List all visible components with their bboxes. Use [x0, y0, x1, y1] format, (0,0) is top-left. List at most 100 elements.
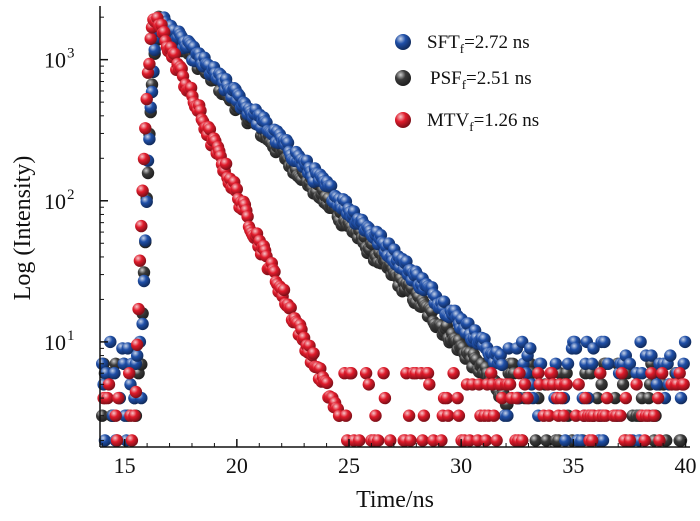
data-point [101, 391, 114, 405]
y-tick-exponent: 3 [67, 46, 75, 62]
data-point [524, 342, 537, 355]
data-point [487, 409, 501, 422]
data-point [673, 367, 686, 380]
data-point [442, 409, 455, 422]
data-point [635, 367, 649, 380]
legend-label: MTVf=1.26 ns [427, 110, 539, 134]
data-point [602, 357, 615, 370]
data-point [121, 342, 134, 355]
y-tick-label: 10 [44, 189, 66, 214]
data-point [307, 347, 320, 360]
data-point [614, 409, 627, 422]
data-point [241, 210, 254, 223]
data-point [647, 409, 661, 422]
x-axis-title: Time/ns [356, 487, 434, 513]
data-point [137, 274, 151, 288]
data-point [421, 367, 435, 380]
data-point [677, 357, 690, 370]
x-tick-label: 40 [675, 453, 697, 478]
data-point [532, 367, 545, 380]
data-point [137, 152, 151, 166]
data-point [529, 434, 542, 447]
data-point [521, 391, 534, 405]
data-point [656, 367, 669, 380]
data-point [596, 434, 610, 447]
data-point [630, 378, 643, 391]
data-point [109, 409, 122, 422]
data-point [485, 367, 498, 380]
data-point [594, 367, 607, 380]
data-point [148, 43, 161, 57]
data-point [359, 367, 373, 380]
data-point [651, 391, 665, 405]
data-point [324, 179, 338, 192]
data-point [268, 265, 281, 278]
x-tick-label: 25 [338, 453, 360, 478]
data-point [131, 338, 144, 351]
data-point [435, 434, 448, 447]
legend-label: PSFf=2.51 ns [430, 68, 532, 92]
legend-label: SFTf=2.72 ns [427, 32, 530, 56]
data-point [506, 357, 519, 370]
data-point [479, 434, 493, 447]
data-point [136, 317, 149, 331]
data-point [452, 409, 466, 422]
data-point [144, 32, 157, 45]
data-point [417, 409, 431, 422]
data-point [353, 434, 366, 447]
data-point [623, 434, 637, 447]
data-point [110, 434, 124, 447]
data-point [137, 266, 151, 279]
data-point [642, 391, 655, 405]
data-point [320, 376, 334, 390]
legend: SFTf=2.72 ns PSFf=2.51 ns MTVf=1.26 ns [395, 32, 539, 134]
data-point [140, 92, 153, 106]
data-point [678, 335, 692, 349]
data-point [559, 434, 572, 447]
data-point [586, 434, 599, 447]
data-point [345, 367, 358, 380]
y-axis-title: Log (Intensity) [10, 156, 36, 301]
data-point [557, 409, 571, 422]
data-point [132, 302, 145, 316]
data-point [645, 349, 658, 362]
data-point [664, 349, 677, 362]
data-point [378, 391, 392, 405]
data-point [143, 132, 156, 146]
data-point [384, 434, 397, 447]
data-point [404, 434, 417, 447]
data-point [284, 301, 297, 314]
data-point [490, 434, 503, 447]
data-point [104, 335, 117, 349]
data-point [653, 434, 666, 447]
data-point [139, 122, 152, 135]
data-point [139, 234, 152, 247]
data-point [369, 409, 382, 422]
data-point [402, 409, 416, 422]
data-point [615, 367, 628, 380]
x-tick-label: 20 [226, 453, 248, 478]
data-point [623, 357, 637, 370]
data-point [555, 391, 568, 405]
data-point [560, 378, 573, 391]
data-point [595, 378, 608, 391]
data-point [650, 378, 663, 391]
data-point [584, 367, 597, 380]
data-points [96, 10, 692, 447]
data-point [549, 357, 562, 370]
data-point [579, 391, 592, 405]
data-point [503, 378, 517, 391]
data-point [677, 378, 690, 391]
data-point [102, 378, 116, 391]
data-point [125, 434, 139, 447]
legend-item-mtv: MTVf=1.26 ns [395, 110, 539, 134]
data-point [495, 358, 509, 372]
data-point [129, 385, 143, 399]
data-point [362, 378, 375, 391]
data-point [136, 184, 149, 197]
data-point [440, 391, 453, 405]
data-point [518, 378, 532, 391]
data-point [634, 335, 647, 349]
data-point [158, 25, 171, 39]
